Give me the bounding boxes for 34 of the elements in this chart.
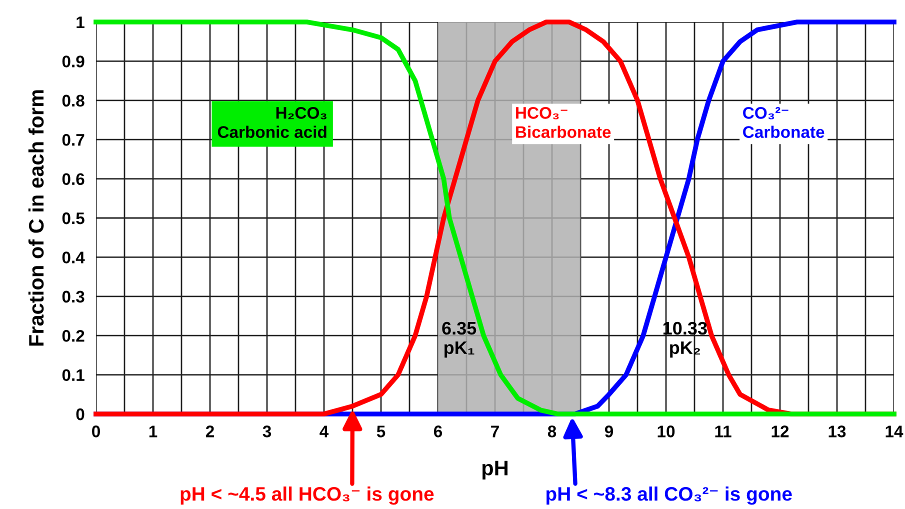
x-tick-label: 7	[491, 426, 499, 438]
x-tick-label: 9	[604, 426, 614, 438]
text: CO₃²⁻ Carbonate	[743, 107, 824, 138]
x-tick-label: 6	[434, 426, 442, 438]
y-tick-label: 0.6	[62, 173, 84, 186]
y-tick-label: 0.9	[62, 56, 84, 68]
x-tick-label: 10	[658, 426, 675, 438]
y-tick-label: 0	[76, 408, 84, 420]
y-tick-label: 0.8	[62, 94, 84, 107]
y-tick-label: 0.7	[62, 134, 84, 146]
x-tick-label: 8	[548, 426, 556, 438]
text: H₂CO₃ Carbonic acid	[218, 107, 326, 138]
x-tick-label: 0	[92, 426, 100, 438]
y-axis-title: Fraction of C in each form	[28, 90, 44, 346]
y-tick-label: 1	[76, 16, 84, 28]
y-tick-label: 0.1	[62, 369, 84, 382]
series-label: HCO₃⁻ Bicarbonate	[516, 107, 611, 138]
x-tick-label: 11	[715, 426, 732, 438]
y-tick-label: 0.4	[62, 252, 85, 264]
x-tick-label: 3	[262, 426, 272, 438]
x-tick-label: 2	[206, 426, 214, 438]
annotation: pH < ~4.5 all HCO₃⁻ is gone	[180, 486, 434, 505]
x-tick-label: 14	[886, 426, 904, 438]
x-tick-label: 5	[376, 426, 386, 438]
y-tick-label: 0.3	[62, 290, 84, 303]
x-tick-label: 13	[828, 426, 846, 438]
x-tick-label: 1	[149, 426, 158, 438]
annotation: pH < ~8.3 all CO₃²⁻ is gone	[546, 486, 792, 505]
annotation: 6.35 pK₁	[442, 322, 476, 358]
x-tick-label: 12	[772, 426, 789, 438]
x-axis-title: pH	[482, 460, 508, 480]
y-tick-label: 0.2	[62, 330, 84, 342]
x-tick-label: 4	[320, 426, 329, 438]
y-tick-label: 0.5	[62, 212, 84, 224]
